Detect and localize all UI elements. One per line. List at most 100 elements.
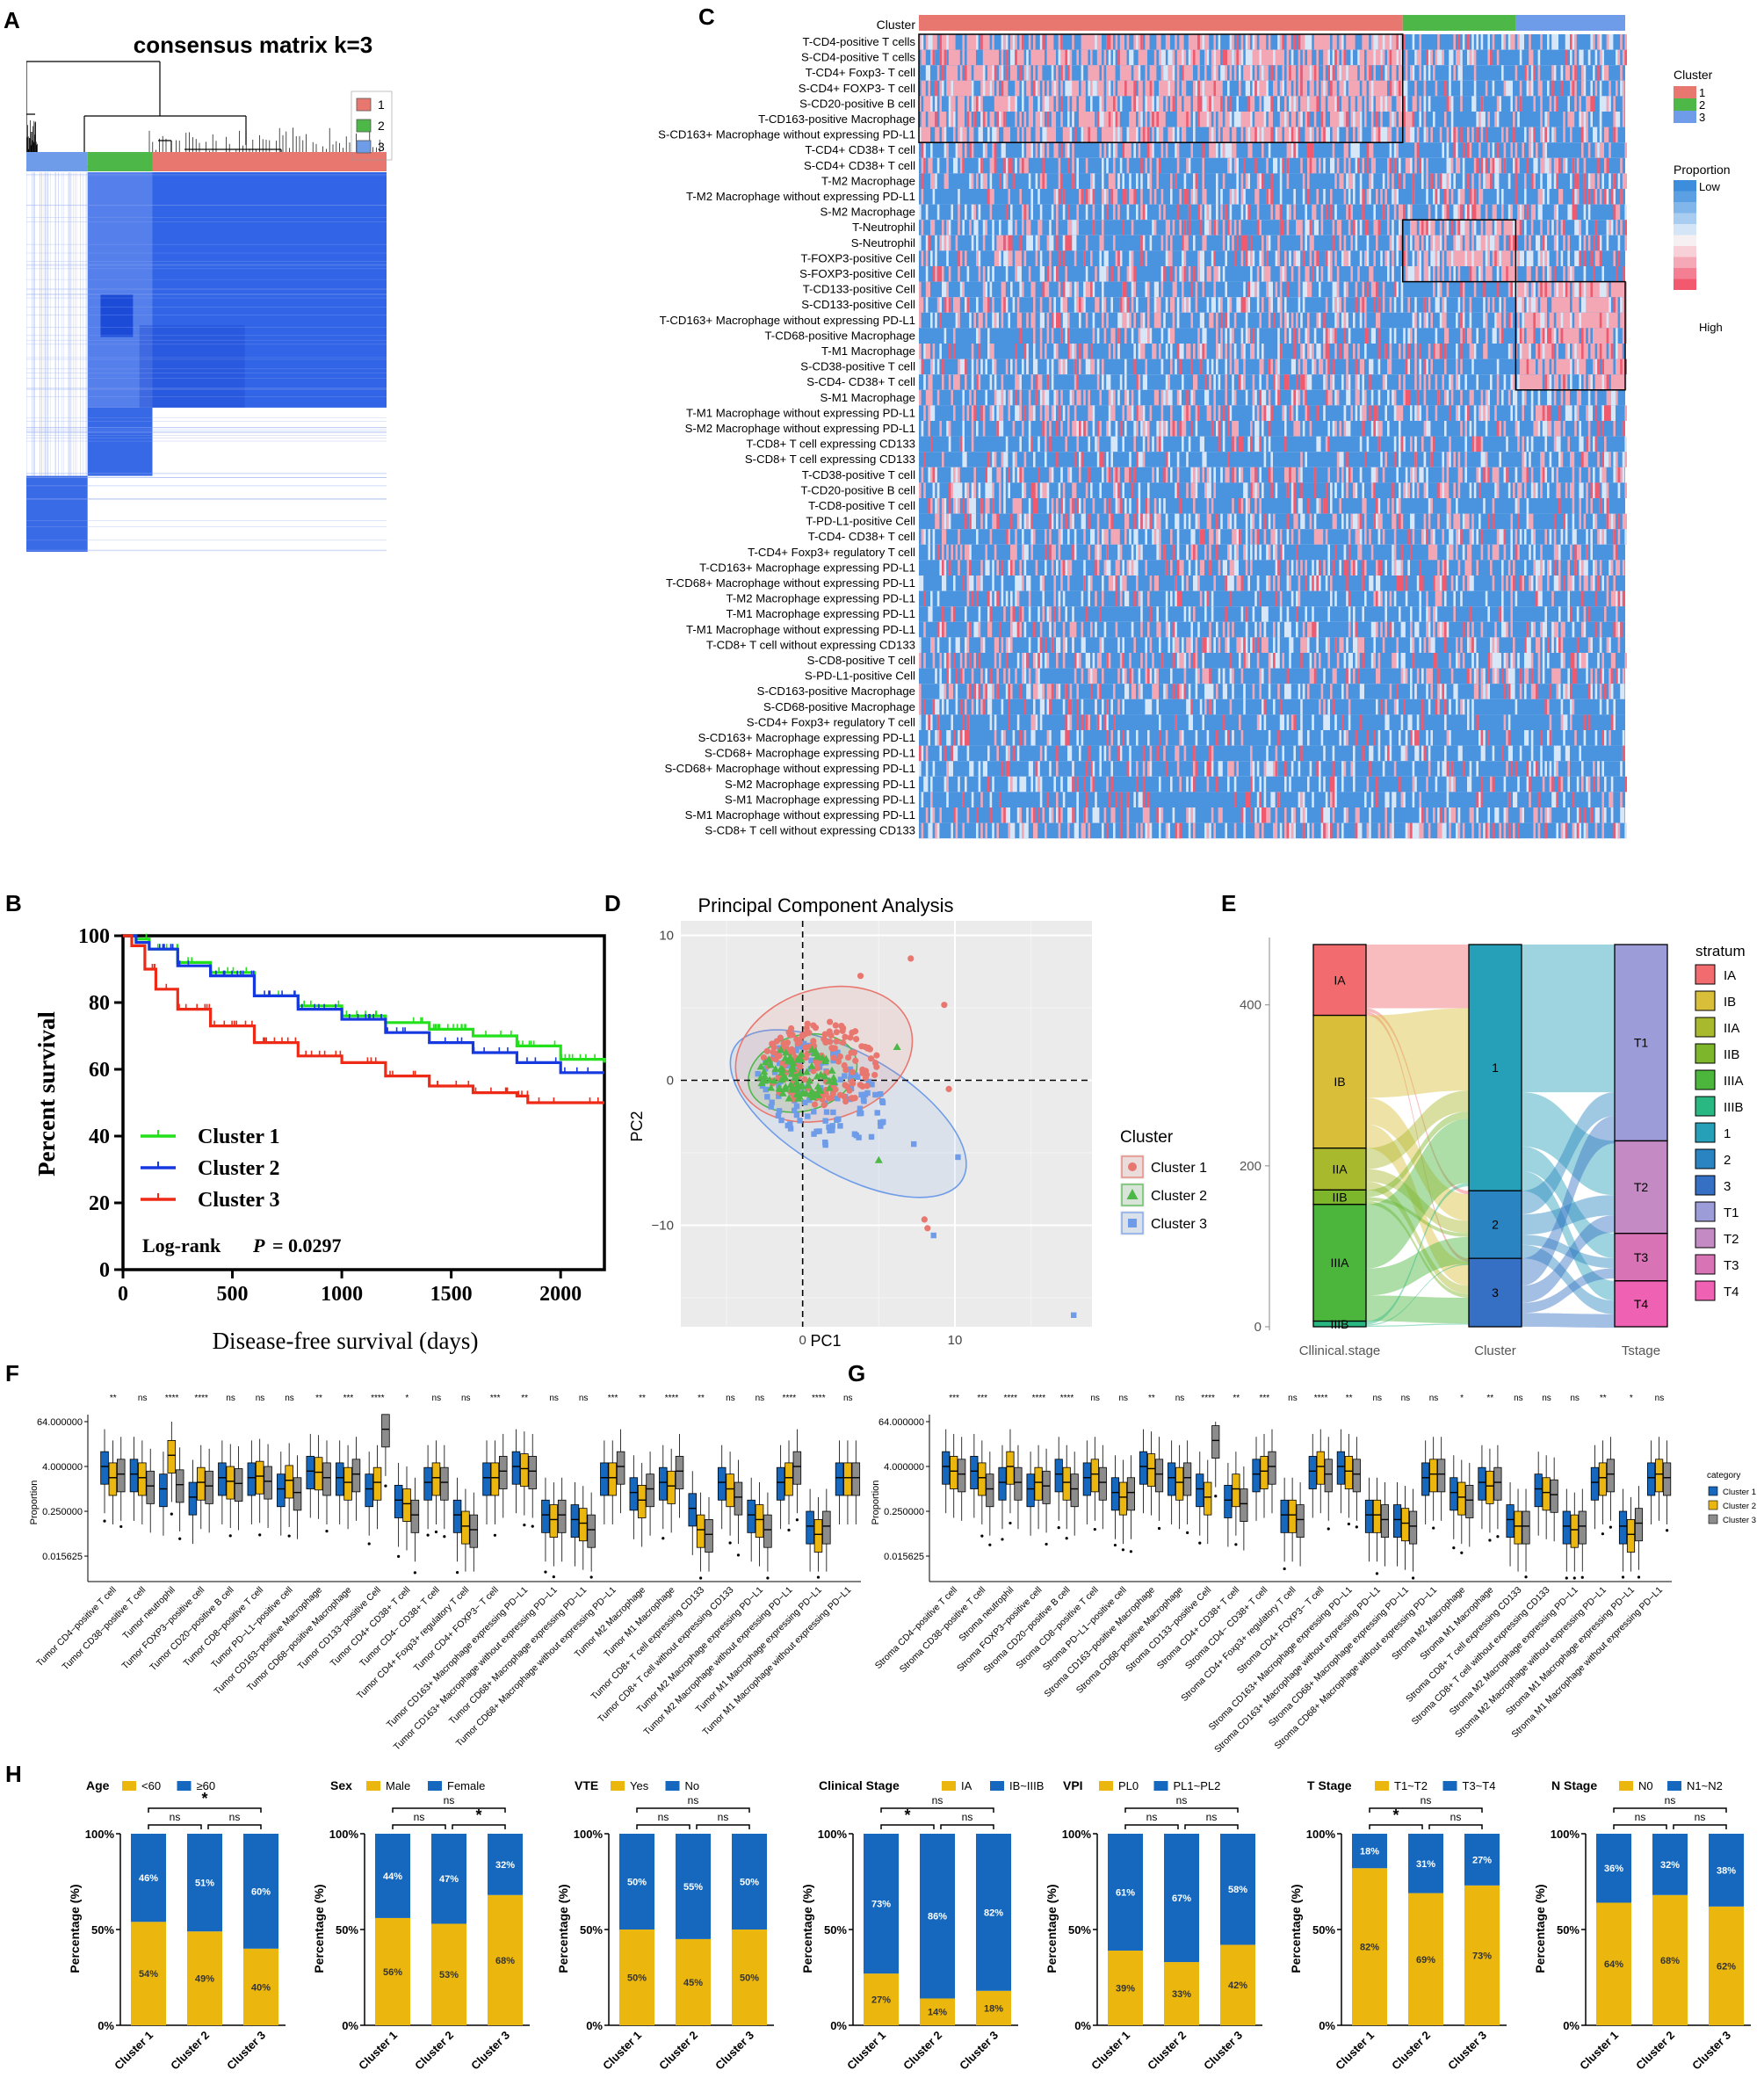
boxplot-box-cluster3 <box>1578 1510 1587 1545</box>
heat-row-mid-cells <box>948 220 1614 235</box>
panel-h-ytick-label: 0% <box>342 2019 358 2032</box>
panel-e-legend-swatch-IB <box>1695 990 1716 1011</box>
panel-h-legend-label-bottom: T1~T2 <box>1394 1779 1428 1792</box>
boxplot-box-cluster1 <box>659 1466 668 1501</box>
boxplot-box-cluster1 <box>717 1466 727 1501</box>
panel-a-legend-swatch-3 <box>356 140 372 154</box>
boxplot-legend-title: category <box>1707 1471 1740 1481</box>
panel-e-flow-2-T4 <box>1522 1244 1615 1314</box>
panel-a-legend-label-2: 2 <box>378 119 385 133</box>
panel-d-point-cluster3 <box>822 1141 828 1148</box>
panel-h-bar-bottom <box>187 1931 222 2025</box>
boxplot-outlier <box>119 1524 123 1529</box>
panel-d-point-cluster3 <box>827 1127 833 1133</box>
panel-c-legend-cluster-label-3: 3 <box>1699 111 1705 124</box>
boxplot-outlier <box>1452 1546 1456 1550</box>
panel-d-point-cluster1 <box>857 1082 864 1089</box>
panel-d-point-cluster2 <box>781 1074 790 1082</box>
panel-h-bracket-12-label: * <box>904 1806 910 1824</box>
panel-d-legend-label: Cluster 1 <box>1151 1161 1207 1176</box>
panel-d-point-cluster3 <box>793 1111 800 1119</box>
panel-h-bar-label-bottom: 68% <box>1660 1956 1680 1966</box>
panel-c-box-cluster1 <box>918 33 1404 143</box>
boxplot-significance: *** <box>949 1394 959 1403</box>
panel-h-bar-label-top: 58% <box>1228 1885 1247 1895</box>
panel-e-flow-3-T4 <box>1522 1313 1615 1329</box>
panel-d-point-cluster3 <box>808 1057 814 1064</box>
panel-b-ytick-label: 60 <box>89 1059 110 1082</box>
boxplot-box-cluster3 <box>1324 1459 1333 1493</box>
panel-c-heat-row <box>919 467 1625 483</box>
boxplot-outlier <box>699 1576 703 1580</box>
heat-row-mid-cells <box>923 142 1600 158</box>
boxplot-box-cluster1 <box>1252 1459 1261 1493</box>
panel-h-bracket-top-label: ns <box>1421 1794 1432 1806</box>
panel-e-flow-IIIB-2 <box>1366 1263 1469 1326</box>
boxplot-box-cluster3 <box>1014 1466 1023 1501</box>
panel-e-stratum-IIIB <box>1312 1320 1367 1328</box>
panel-h-bar-bottom <box>676 1938 711 2025</box>
panel-e-legend-label-T4: T4 <box>1724 1285 1739 1300</box>
boxplot-outlier <box>325 1530 329 1533</box>
boxplot-box-cluster1 <box>482 1462 491 1496</box>
panel-d-point-cluster1 <box>810 1068 817 1075</box>
boxplot-box-cluster2 <box>402 1488 411 1522</box>
panel-h-category-label: Cluster 1 <box>1333 2029 1377 2073</box>
panel-h-legend-label-bottom: IA <box>961 1779 972 1792</box>
heat-row-base <box>919 421 1625 437</box>
panel-d-point-cluster3 <box>805 1113 811 1119</box>
panel-d-ytick-label: 10 <box>659 929 674 944</box>
boxplot-significance: ** <box>1148 1394 1155 1403</box>
panel-h-bracket-23 <box>1428 1824 1483 1829</box>
boxplot-significance: **** <box>165 1394 179 1403</box>
panel-h-bar-top <box>676 1834 711 1939</box>
panel-h-bar-top <box>431 1834 466 1924</box>
boxplot-box-cluster1 <box>1421 1462 1430 1496</box>
panel-c-legend-gradient-step <box>1674 246 1696 257</box>
boxplot-box-cluster1 <box>1336 1451 1345 1485</box>
panel-h-bar-label-top: 50% <box>627 1878 647 1888</box>
panel-c-legend-gradient-step <box>1674 257 1696 268</box>
boxplot-ytick-label: 64.000000 <box>878 1417 924 1428</box>
heat-row-mid-cells <box>932 482 1621 498</box>
panel-d-point-cluster2 <box>787 1069 796 1077</box>
panel-d-point-cluster1 <box>821 1102 828 1109</box>
panel-d-point-cluster3 <box>955 1154 961 1161</box>
boxplot-box-cluster2 <box>1372 1499 1382 1533</box>
boxplot-box-cluster1 <box>1054 1459 1063 1493</box>
panel-h-legend-swatch-top <box>1442 1781 1457 1791</box>
panel-b-ytick-label: 100 <box>78 925 110 948</box>
panel-e-legend-label-IIB: IIB <box>1724 1047 1739 1062</box>
panel-e-ytick-label: 400 <box>1240 998 1262 1013</box>
panel-d-point-cluster3 <box>837 1123 843 1129</box>
panel-e-legend-swatch-IA <box>1695 964 1716 985</box>
panel-d-point-cluster1 <box>857 973 864 980</box>
boxplot-box-cluster1 <box>629 1477 639 1511</box>
panel-d-point-cluster1 <box>830 1054 837 1061</box>
heat-row-mid-cells <box>919 235 1621 251</box>
matrix-block-cluster1-core <box>152 172 387 408</box>
boxplot-box-cluster2 <box>1457 1481 1466 1516</box>
panel-h-legend-swatch-bottom <box>1099 1781 1113 1791</box>
panel-d-point-cluster2 <box>764 1055 773 1063</box>
panel-c-row-label: S-PD-L1-positive Cell <box>805 670 915 683</box>
heat-row-base <box>919 745 1625 762</box>
panel-e-stratum-label-IIIA: IIIA <box>1330 1256 1349 1270</box>
boxplot-significance: ns <box>1401 1394 1411 1403</box>
panel-h-bar-top <box>1164 1834 1199 1963</box>
boxplot-box-cluster1 <box>277 1473 286 1508</box>
panel-b-ytick-label: 80 <box>89 992 110 1015</box>
panel-c-heat-row <box>919 745 1625 762</box>
boxplot-box-cluster3 <box>234 1468 243 1502</box>
panel-h-bar-label-top: 38% <box>1717 1865 1736 1876</box>
boxplot-outlier <box>1488 1539 1492 1542</box>
boxplot-box-cluster2 <box>813 1519 823 1553</box>
panel-c-legend-gradient-step <box>1674 268 1696 279</box>
panel-e-legend-label-IIIB: IIIB <box>1724 1100 1744 1115</box>
panel-d-point-cluster3 <box>776 1060 783 1067</box>
panel-h-title: Clinical Stage <box>819 1778 900 1792</box>
boxplot-outlier <box>1214 1495 1218 1498</box>
panel-h-bar-bottom <box>976 1990 1011 2025</box>
panel-a-cluster-bar-1 <box>152 152 387 171</box>
boxplot-box-cluster1 <box>942 1451 951 1485</box>
